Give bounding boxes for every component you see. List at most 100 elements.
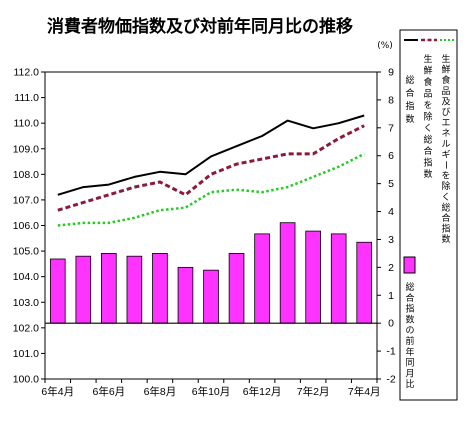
- yoy-bar: [75, 255, 92, 324]
- left-tick-label: 101.0: [13, 348, 39, 360]
- yoy-bar: [254, 233, 270, 324]
- left-tick-label: 109.0: [13, 143, 39, 155]
- right-tick-label: 7: [388, 122, 394, 134]
- legend-char: 合: [441, 212, 450, 224]
- legend-char: く: [423, 124, 432, 134]
- x-tick-label: 7年4月: [348, 385, 381, 398]
- plot-area: [44, 71, 378, 380]
- legend-char: 生: [423, 53, 432, 65]
- legend-char: 及: [441, 96, 450, 107]
- legend-char: 合: [405, 87, 414, 99]
- legend-char: 同: [405, 358, 414, 369]
- left-tick-label: 100.0: [13, 374, 39, 386]
- right-tick-label: -1: [386, 346, 395, 358]
- right-tick-label: 0: [388, 318, 394, 330]
- legend-char: 鮮: [423, 65, 432, 77]
- legend-char: ネ: [441, 128, 450, 139]
- legend-char: 数: [441, 233, 450, 245]
- left-tick-label: 110.0: [14, 118, 40, 130]
- legend-char: 総: [423, 134, 432, 146]
- legend: 総合指数生鮮食品を除く総合指数生鮮食品及びエネルギーを除く総合指数総合指数の前年…: [399, 29, 458, 401]
- right-tick-label: 5: [388, 178, 394, 190]
- yoy-bar: [279, 222, 296, 324]
- legend-char: 生: [441, 53, 450, 65]
- legend-char: ル: [441, 140, 450, 150]
- x-tick-label: 6年10月: [192, 385, 231, 398]
- left-tick-label: 103.0: [13, 297, 39, 309]
- yoy-bar: [356, 241, 373, 324]
- right-tick-label: 3: [388, 234, 394, 246]
- line-core-core: [57, 152, 365, 227]
- line-series: [57, 114, 365, 227]
- legend-char: 除: [423, 111, 432, 123]
- x-tick-label: 7年2月: [297, 385, 330, 398]
- legend-char: 比: [405, 378, 414, 390]
- legend-char: ギ: [441, 149, 450, 160]
- legend-texts: 総合指数生鮮食品を除く総合指数生鮮食品及びエネルギーを除く総合指数総合指数の前年…: [405, 53, 450, 390]
- legend-char: エ: [441, 119, 450, 129]
- legend-char: 鮮: [441, 64, 450, 76]
- legend-char: 合: [405, 292, 414, 304]
- left-tick-label: 104.0: [13, 271, 39, 283]
- right-axis: -2 -1 0 1 2 3 4 5 6 7 8 9: [377, 67, 396, 386]
- x-tick-label: 6年8月: [144, 385, 177, 398]
- line-core: [57, 124, 365, 212]
- legend-char: 指: [405, 100, 414, 112]
- yoy-bar: [203, 269, 219, 324]
- left-tick-label: 107.0: [13, 194, 39, 206]
- legend-char: 指: [423, 157, 432, 169]
- legend-frame: [399, 29, 458, 401]
- right-tick-label: 8: [388, 94, 394, 106]
- yoy-bar: [49, 258, 66, 324]
- legend-char: 月: [405, 368, 414, 379]
- x-tick-label: 6年4月: [41, 385, 74, 398]
- legend-char: の: [405, 326, 414, 336]
- legend-char: を: [441, 171, 450, 182]
- x-axis: 6年4月 6年6月 6年8月 6年10月 6年12月 7年2月 7年4月: [41, 379, 381, 398]
- x-tick-label: 6年12月: [243, 385, 282, 398]
- legend-char: 合: [423, 145, 432, 157]
- chart-title: 消費者物価指数及び対前年同月比の推移: [47, 16, 353, 37]
- right-tick-label: 9: [388, 67, 394, 79]
- legend-char: 総: [441, 201, 450, 213]
- legend-char: く: [441, 193, 450, 203]
- right-tick-label: 1: [388, 290, 394, 302]
- left-tick-label: 108.0: [13, 169, 39, 181]
- left-tick-label: 102.0: [13, 322, 39, 334]
- yoy-bar: [330, 233, 347, 324]
- legend-char: 前: [405, 335, 414, 347]
- yoy-bar: [228, 253, 245, 324]
- legend-char: 総: [405, 74, 414, 86]
- legend-char: 品: [423, 89, 432, 100]
- right-tick-label: 4: [388, 206, 394, 218]
- legend-char: 数: [405, 313, 414, 325]
- legend-char: 年: [405, 346, 414, 358]
- legend-sample-bar: [403, 256, 416, 274]
- legend-char: 食: [423, 76, 432, 88]
- legend-char: 食: [441, 74, 450, 86]
- right-axis-unit: (%): [377, 41, 393, 51]
- legend-char: 除: [441, 180, 450, 192]
- right-tick-label: 2: [388, 262, 394, 274]
- line-total: [57, 114, 365, 196]
- right-tick-label: -2: [386, 374, 395, 386]
- legend-char: 総: [405, 281, 414, 293]
- right-tick-label: 6: [388, 150, 394, 162]
- legend-char: 数: [423, 168, 432, 180]
- legend-char: 数: [405, 113, 414, 125]
- yoy-bar: [126, 255, 143, 324]
- left-tick-label: 106.0: [13, 220, 39, 232]
- left-axis: 100.0 101.0 102.0 103.0 104.0 105.0 106.0 107.0…: [13, 67, 45, 386]
- legend-char: 指: [441, 223, 450, 235]
- left-tick-label: 105.0: [13, 246, 39, 258]
- yoy-bar: [152, 253, 168, 324]
- legend-char: を: [423, 100, 432, 111]
- legend-char: 指: [405, 303, 414, 315]
- yoy-bar: [101, 253, 117, 324]
- yoy-bar: [305, 230, 321, 324]
